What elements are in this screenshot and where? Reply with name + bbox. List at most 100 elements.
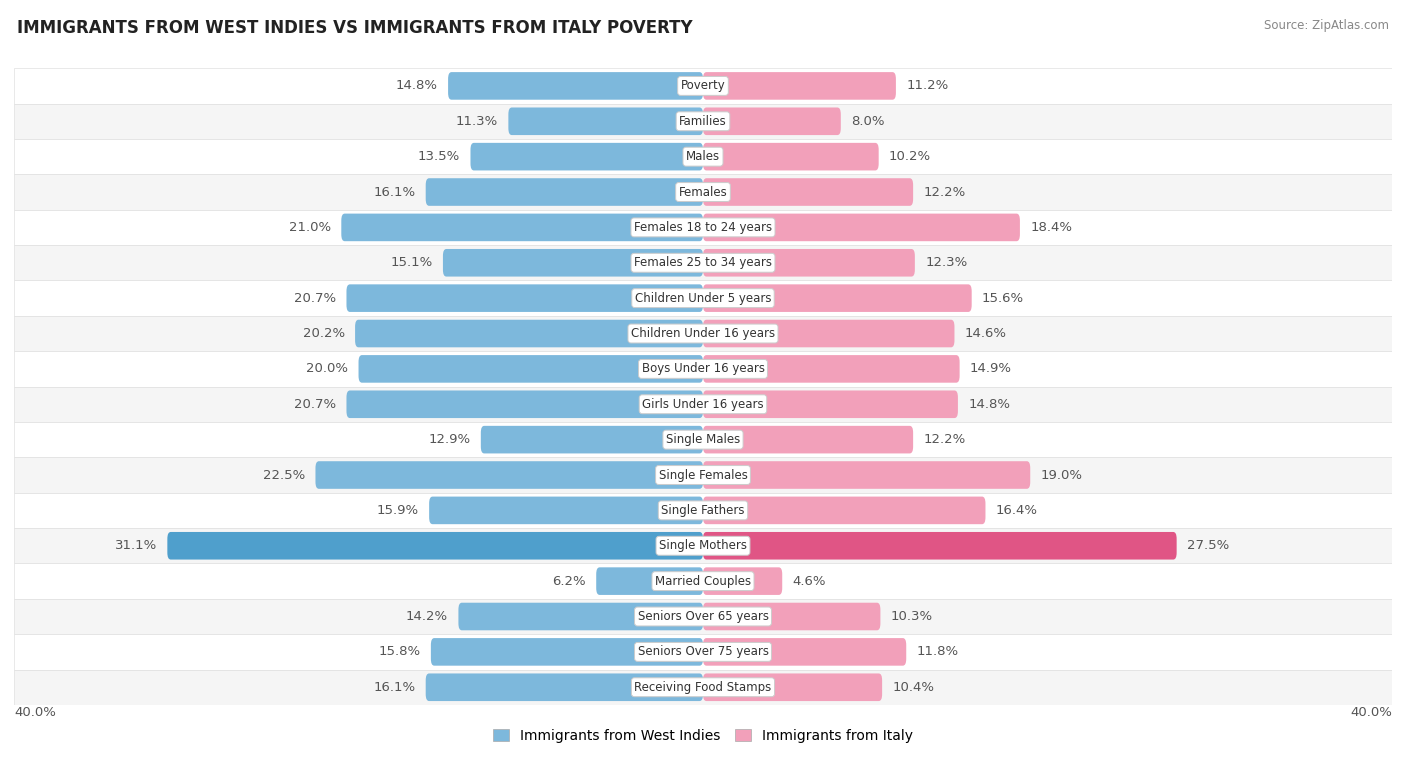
FancyBboxPatch shape — [703, 532, 1177, 559]
FancyBboxPatch shape — [426, 673, 703, 701]
Text: 14.8%: 14.8% — [969, 398, 1011, 411]
Text: Families: Families — [679, 114, 727, 128]
Text: 16.1%: 16.1% — [373, 186, 415, 199]
Text: Married Couples: Married Couples — [655, 575, 751, 587]
FancyBboxPatch shape — [315, 461, 703, 489]
FancyBboxPatch shape — [471, 143, 703, 171]
Text: Single Mothers: Single Mothers — [659, 539, 747, 553]
Text: Single Females: Single Females — [658, 468, 748, 481]
FancyBboxPatch shape — [703, 249, 915, 277]
FancyBboxPatch shape — [346, 284, 703, 312]
Text: Poverty: Poverty — [681, 80, 725, 92]
Text: 8.0%: 8.0% — [851, 114, 884, 128]
FancyBboxPatch shape — [703, 603, 880, 631]
Text: 14.6%: 14.6% — [965, 327, 1007, 340]
Text: 10.2%: 10.2% — [889, 150, 931, 163]
Text: 10.4%: 10.4% — [893, 681, 935, 694]
Text: 14.9%: 14.9% — [970, 362, 1012, 375]
Text: 15.6%: 15.6% — [981, 292, 1024, 305]
FancyBboxPatch shape — [703, 496, 986, 525]
FancyBboxPatch shape — [346, 390, 703, 418]
Text: 11.3%: 11.3% — [456, 114, 498, 128]
Text: Source: ZipAtlas.com: Source: ZipAtlas.com — [1264, 19, 1389, 32]
FancyBboxPatch shape — [14, 316, 1392, 351]
FancyBboxPatch shape — [703, 178, 912, 206]
FancyBboxPatch shape — [14, 634, 1392, 669]
Text: 40.0%: 40.0% — [1350, 706, 1392, 719]
Text: Females 25 to 34 years: Females 25 to 34 years — [634, 256, 772, 269]
Text: Seniors Over 75 years: Seniors Over 75 years — [637, 645, 769, 659]
Text: Children Under 16 years: Children Under 16 years — [631, 327, 775, 340]
Text: 15.9%: 15.9% — [377, 504, 419, 517]
FancyBboxPatch shape — [14, 528, 1392, 563]
Text: 6.2%: 6.2% — [553, 575, 586, 587]
FancyBboxPatch shape — [703, 108, 841, 135]
FancyBboxPatch shape — [703, 638, 907, 666]
Text: 12.3%: 12.3% — [925, 256, 967, 269]
FancyBboxPatch shape — [703, 214, 1019, 241]
Text: 22.5%: 22.5% — [263, 468, 305, 481]
Text: 16.1%: 16.1% — [373, 681, 415, 694]
Text: 11.8%: 11.8% — [917, 645, 959, 659]
FancyBboxPatch shape — [703, 461, 1031, 489]
FancyBboxPatch shape — [14, 599, 1392, 634]
Text: Single Fathers: Single Fathers — [661, 504, 745, 517]
FancyBboxPatch shape — [458, 603, 703, 631]
FancyBboxPatch shape — [703, 72, 896, 100]
Text: 20.7%: 20.7% — [294, 398, 336, 411]
FancyBboxPatch shape — [430, 638, 703, 666]
FancyBboxPatch shape — [509, 108, 703, 135]
Text: 12.2%: 12.2% — [924, 186, 966, 199]
Text: 4.6%: 4.6% — [793, 575, 827, 587]
Text: Single Males: Single Males — [666, 433, 740, 446]
Text: 20.7%: 20.7% — [294, 292, 336, 305]
FancyBboxPatch shape — [703, 390, 957, 418]
FancyBboxPatch shape — [14, 493, 1392, 528]
FancyBboxPatch shape — [14, 139, 1392, 174]
Text: Males: Males — [686, 150, 720, 163]
Text: 31.1%: 31.1% — [115, 539, 157, 553]
Text: Females: Females — [679, 186, 727, 199]
FancyBboxPatch shape — [14, 669, 1392, 705]
Text: 10.3%: 10.3% — [891, 610, 932, 623]
FancyBboxPatch shape — [596, 567, 703, 595]
FancyBboxPatch shape — [703, 320, 955, 347]
FancyBboxPatch shape — [481, 426, 703, 453]
FancyBboxPatch shape — [703, 143, 879, 171]
Text: 27.5%: 27.5% — [1187, 539, 1229, 553]
Text: Children Under 5 years: Children Under 5 years — [634, 292, 772, 305]
FancyBboxPatch shape — [14, 210, 1392, 245]
Text: Females 18 to 24 years: Females 18 to 24 years — [634, 221, 772, 234]
FancyBboxPatch shape — [14, 387, 1392, 422]
FancyBboxPatch shape — [703, 673, 882, 701]
FancyBboxPatch shape — [14, 563, 1392, 599]
FancyBboxPatch shape — [14, 245, 1392, 280]
Text: 14.8%: 14.8% — [395, 80, 437, 92]
FancyBboxPatch shape — [426, 178, 703, 206]
FancyBboxPatch shape — [703, 355, 960, 383]
FancyBboxPatch shape — [443, 249, 703, 277]
FancyBboxPatch shape — [359, 355, 703, 383]
Text: Girls Under 16 years: Girls Under 16 years — [643, 398, 763, 411]
FancyBboxPatch shape — [703, 567, 782, 595]
FancyBboxPatch shape — [429, 496, 703, 525]
Text: 18.4%: 18.4% — [1031, 221, 1073, 234]
FancyBboxPatch shape — [342, 214, 703, 241]
FancyBboxPatch shape — [14, 104, 1392, 139]
Text: 15.8%: 15.8% — [378, 645, 420, 659]
Text: 40.0%: 40.0% — [14, 706, 56, 719]
FancyBboxPatch shape — [14, 422, 1392, 457]
Text: IMMIGRANTS FROM WEST INDIES VS IMMIGRANTS FROM ITALY POVERTY: IMMIGRANTS FROM WEST INDIES VS IMMIGRANT… — [17, 19, 693, 37]
FancyBboxPatch shape — [356, 320, 703, 347]
Text: 20.0%: 20.0% — [307, 362, 349, 375]
Text: 21.0%: 21.0% — [288, 221, 330, 234]
FancyBboxPatch shape — [703, 284, 972, 312]
Text: Seniors Over 65 years: Seniors Over 65 years — [637, 610, 769, 623]
Text: 11.2%: 11.2% — [907, 80, 949, 92]
FancyBboxPatch shape — [14, 280, 1392, 316]
FancyBboxPatch shape — [167, 532, 703, 559]
FancyBboxPatch shape — [14, 68, 1392, 104]
FancyBboxPatch shape — [449, 72, 703, 100]
Legend: Immigrants from West Indies, Immigrants from Italy: Immigrants from West Indies, Immigrants … — [492, 728, 914, 743]
Text: 14.2%: 14.2% — [406, 610, 449, 623]
